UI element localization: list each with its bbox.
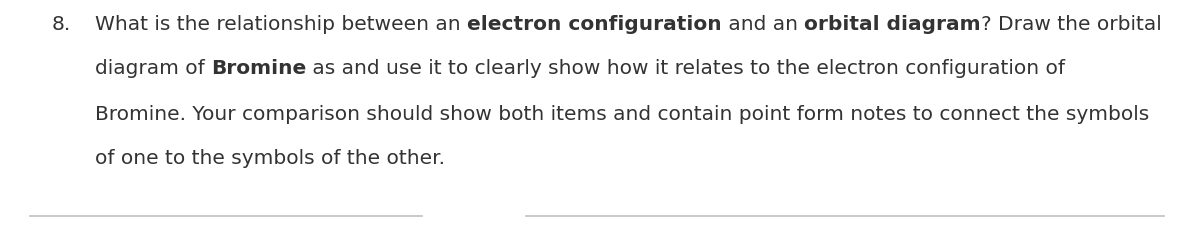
Text: Bromine. Your comparison should show both items and contain point form notes to : Bromine. Your comparison should show bot… bbox=[95, 104, 1150, 123]
Text: Bromine: Bromine bbox=[211, 60, 306, 79]
Text: as and use it to clearly show how it relates to the electron configuration of: as and use it to clearly show how it rel… bbox=[306, 60, 1066, 79]
Text: electron configuration: electron configuration bbox=[467, 14, 721, 33]
Text: of one to the symbols of the other.: of one to the symbols of the other. bbox=[95, 150, 445, 169]
Text: and an: and an bbox=[721, 14, 804, 33]
Text: diagram of: diagram of bbox=[95, 60, 211, 79]
Text: What is the relationship between an: What is the relationship between an bbox=[95, 14, 467, 33]
Text: ? Draw the orbital: ? Draw the orbital bbox=[980, 14, 1162, 33]
Text: 8.: 8. bbox=[52, 14, 71, 33]
Text: orbital diagram: orbital diagram bbox=[804, 14, 980, 33]
